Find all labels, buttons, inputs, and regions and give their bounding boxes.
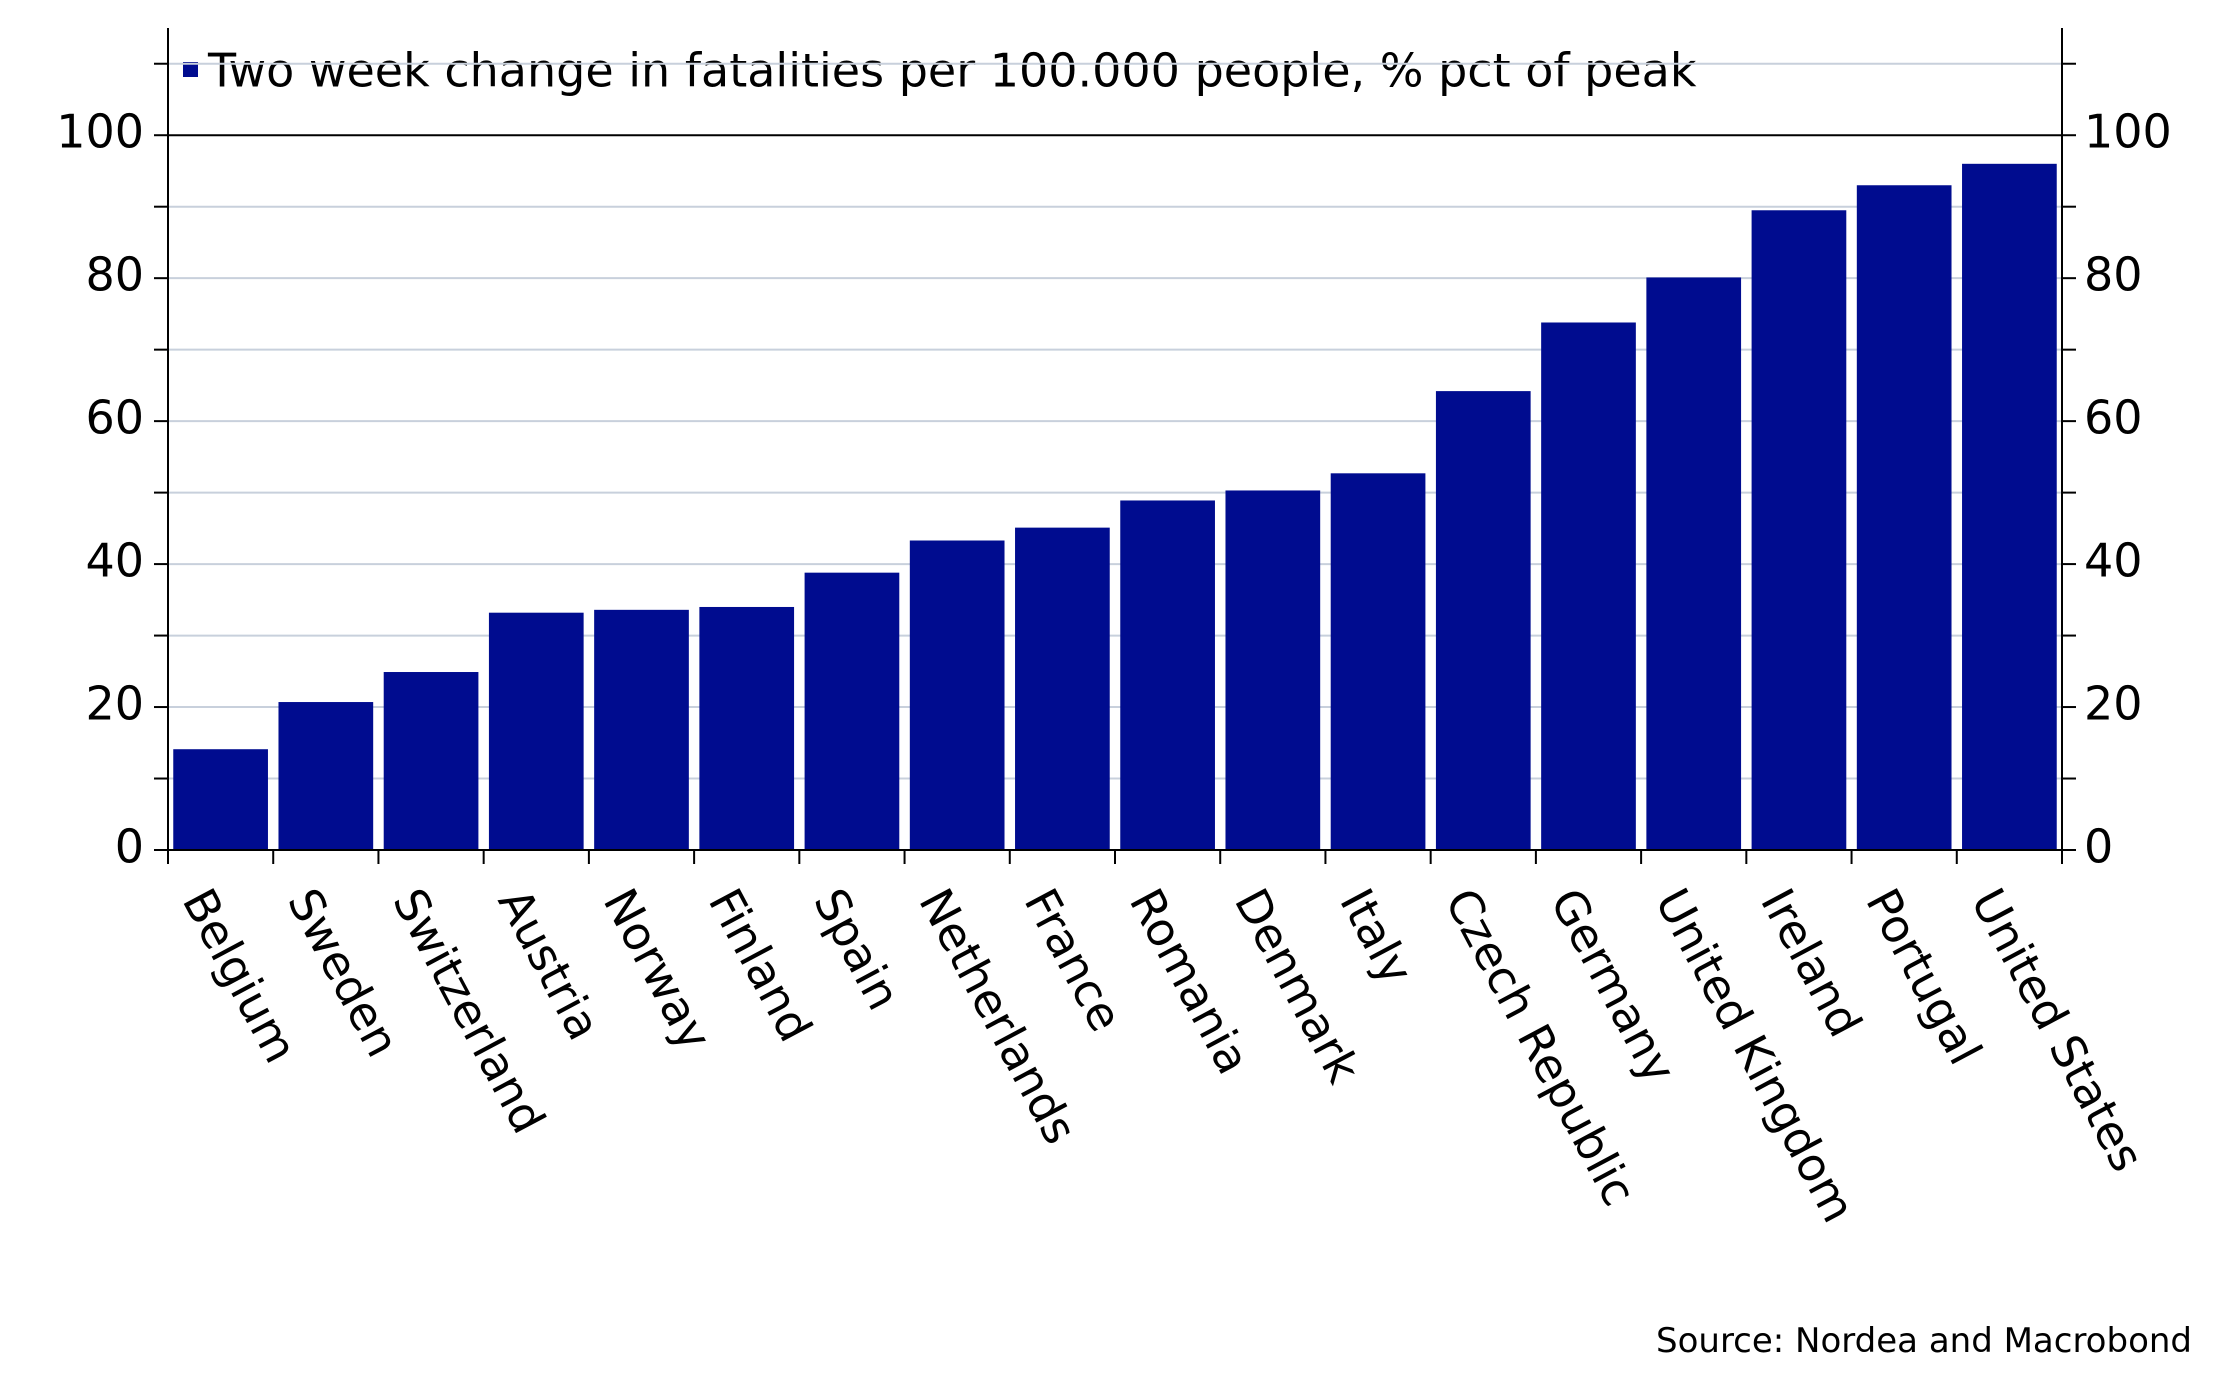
bar <box>1962 163 2057 850</box>
bar <box>1646 277 1742 851</box>
x-tick-label: Spain <box>803 880 911 1019</box>
y2-tick-label: 60 <box>2084 391 2143 445</box>
bar <box>1541 322 1636 850</box>
bar <box>1435 391 1531 850</box>
y2-tick-label: 20 <box>2084 677 2143 731</box>
y2-tick-label: 0 <box>2084 820 2113 874</box>
y-tick-label: 60 <box>85 391 144 445</box>
x-tick-label: Italy <box>1329 880 1424 993</box>
y2-tick-label: 100 <box>2084 105 2172 159</box>
y-tick-label: 20 <box>85 677 144 731</box>
y2-tick-label: 80 <box>2084 248 2143 302</box>
bar <box>804 572 900 850</box>
bar <box>278 702 374 850</box>
y2-tick-label: 40 <box>2084 534 2143 588</box>
legend-label: Two week change in fatalities per 100.00… <box>207 44 1697 98</box>
x-tick-label: France <box>1014 880 1133 1040</box>
bar <box>173 749 268 850</box>
x-tick-label: United States <box>1961 880 2155 1180</box>
bar <box>1120 500 1215 850</box>
bar <box>1856 185 1952 850</box>
bar <box>909 540 1005 850</box>
bar <box>1015 527 1110 850</box>
bar <box>1330 473 1426 850</box>
y-tick-label: 0 <box>115 820 144 874</box>
y-tick-label: 40 <box>85 534 144 588</box>
bar <box>699 606 795 850</box>
legend-swatch <box>183 62 198 77</box>
bar <box>594 609 689 850</box>
source: Source: Nordea and Macrobond <box>1656 1321 2192 1361</box>
bar <box>383 672 479 850</box>
y-tick-label: 80 <box>85 248 144 302</box>
y-tick-label: 100 <box>56 105 144 159</box>
bar <box>1751 210 1847 851</box>
bar <box>1225 490 1321 850</box>
bar <box>488 612 584 850</box>
